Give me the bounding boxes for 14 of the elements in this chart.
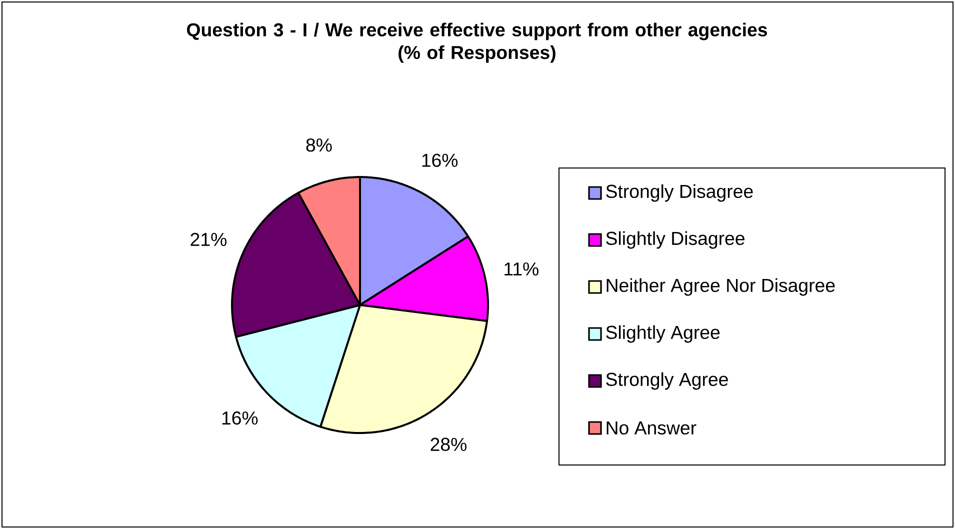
chart-subtitle: (% of Responses) — [398, 45, 556, 63]
data-label: 16% — [422, 154, 458, 167]
legend-label: Strongly Agree — [606, 372, 728, 390]
legend-label: Strongly Disagree — [606, 184, 753, 202]
data-label: 11% — [504, 262, 538, 276]
data-label: 16% — [222, 411, 258, 425]
legend-label: Slightly Disagree — [606, 231, 744, 249]
legend-label: No Answer — [606, 421, 696, 435]
data-label: 21% — [190, 232, 226, 246]
data-label: 8% — [306, 138, 332, 152]
legend-label: Neither Agree Nor Disagree — [606, 278, 835, 296]
data-label: 28% — [430, 438, 466, 452]
chart-title: Question 3 - I / We receive effective support from other agencies — [186, 22, 768, 40]
legend-label: Slightly Agree — [606, 325, 720, 343]
